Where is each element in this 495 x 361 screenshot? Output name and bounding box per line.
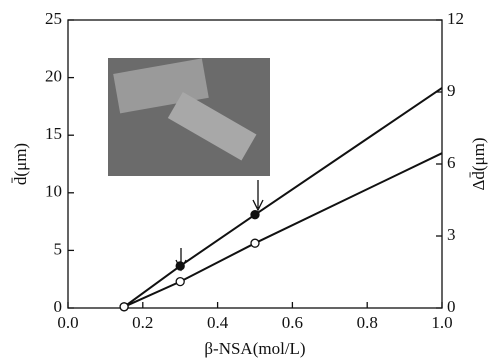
y2-tick-label: 3 (447, 225, 456, 244)
y-tick-label: 0 (54, 297, 63, 316)
y-tick-label: 10 (45, 182, 62, 201)
point (250, 238, 260, 248)
y-tick-label: 15 (45, 124, 62, 143)
y-tick-label: 20 (45, 67, 62, 86)
point (250, 210, 260, 220)
point (119, 302, 129, 312)
x-tick-label: 0.8 (357, 313, 378, 332)
y2-axis-label: Δd̄(μm) (469, 137, 488, 190)
arrow (252, 180, 264, 212)
y2-tick-label: 6 (447, 153, 456, 172)
x-tick-label: 0.0 (57, 313, 78, 332)
x-tick-label: 1.0 (431, 313, 452, 332)
y2-tick-label: 0 (447, 297, 456, 316)
point (175, 261, 185, 271)
x-tick-label: 0.4 (207, 313, 229, 332)
inset-detail (167, 92, 257, 161)
y2-tick-label: 12 (447, 9, 464, 28)
series-line (123, 152, 443, 308)
series-line (123, 87, 443, 308)
y2-tick-label: 9 (447, 81, 456, 100)
point (175, 276, 185, 287)
y-axis-label: d̄(μm) (11, 143, 30, 185)
x-tick-label: 0.6 (282, 313, 303, 332)
y-tick-label: 25 (45, 9, 62, 28)
y-tick-label: 5 (54, 239, 63, 258)
x-axis-label: β-NSA(mol/L) (204, 339, 305, 358)
x-tick-label: 0.2 (132, 313, 153, 332)
